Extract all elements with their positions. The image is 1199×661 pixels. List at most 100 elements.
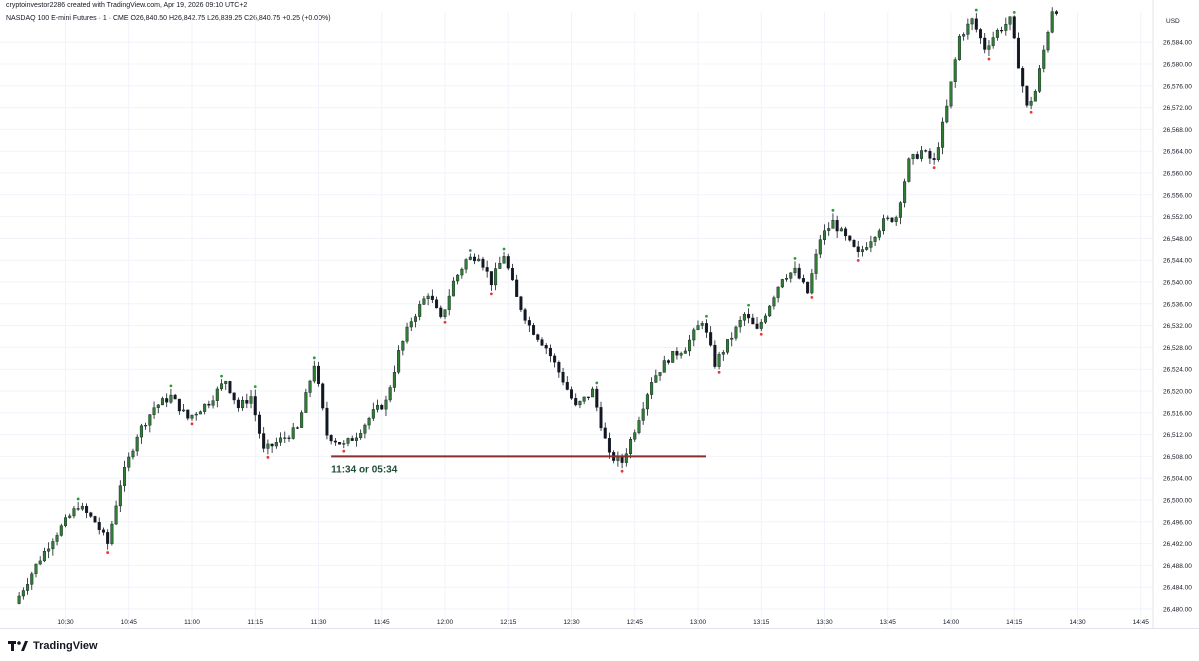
candle bbox=[856, 240, 860, 258]
candle-body bbox=[257, 414, 261, 434]
pivot-high-marker bbox=[595, 381, 599, 385]
candle bbox=[123, 460, 127, 492]
candle-body bbox=[772, 297, 776, 307]
candle bbox=[835, 215, 839, 238]
candle-body bbox=[156, 404, 160, 408]
candle bbox=[257, 411, 261, 439]
candle bbox=[679, 351, 683, 359]
candle bbox=[89, 511, 93, 518]
candle-body bbox=[473, 256, 477, 262]
candle-body bbox=[502, 256, 506, 264]
candle-body bbox=[123, 467, 127, 486]
candle-body bbox=[1029, 101, 1033, 106]
candle bbox=[797, 263, 801, 280]
candle-body bbox=[810, 273, 814, 294]
candle-body bbox=[169, 394, 173, 403]
candle-body bbox=[354, 437, 358, 441]
candle-body bbox=[700, 323, 704, 326]
candle-body bbox=[692, 329, 696, 341]
candle-body bbox=[413, 316, 417, 322]
candle-body bbox=[422, 298, 426, 305]
candle bbox=[418, 300, 422, 321]
candle-body bbox=[979, 29, 983, 39]
candle-body bbox=[688, 339, 692, 352]
candle bbox=[1050, 7, 1054, 34]
candle bbox=[435, 296, 439, 309]
candle-body bbox=[536, 334, 540, 340]
candle bbox=[607, 432, 611, 459]
candle-body bbox=[42, 551, 46, 562]
candle-body bbox=[903, 181, 907, 203]
x-tick-label: 12:45 bbox=[627, 619, 644, 626]
x-tick-label: 13:15 bbox=[753, 619, 770, 626]
candle bbox=[110, 520, 114, 546]
candle-body bbox=[494, 268, 498, 286]
candle-body bbox=[34, 563, 38, 575]
candle bbox=[80, 502, 84, 511]
candle bbox=[574, 393, 578, 407]
candle-body bbox=[991, 37, 995, 46]
candle-body bbox=[768, 305, 772, 317]
tradingview-logo[interactable]: TradingView bbox=[8, 640, 98, 652]
candle-body bbox=[228, 381, 232, 394]
candle-body bbox=[519, 296, 523, 310]
candle-body bbox=[312, 365, 316, 382]
y-tick-label: 26,536.00 bbox=[1163, 301, 1192, 308]
candle-body bbox=[287, 437, 291, 439]
pivot-low-marker bbox=[266, 455, 270, 459]
candle bbox=[72, 506, 76, 519]
candle bbox=[118, 480, 122, 513]
candle bbox=[144, 422, 148, 430]
candle-body bbox=[363, 424, 367, 434]
candle-body bbox=[607, 438, 611, 453]
candle-body bbox=[262, 433, 266, 449]
candle-body bbox=[464, 259, 468, 270]
y-tick-label: 26,496.00 bbox=[1163, 519, 1192, 526]
candle-body bbox=[856, 246, 860, 252]
candle-body bbox=[346, 438, 350, 444]
candle-body bbox=[776, 286, 780, 298]
x-tick-label: 14:00 bbox=[943, 619, 960, 626]
candle bbox=[266, 439, 270, 455]
candle-body bbox=[553, 355, 557, 363]
candle-body bbox=[51, 541, 55, 550]
candle bbox=[675, 347, 679, 360]
y-tick-label: 26,524.00 bbox=[1163, 367, 1192, 374]
pivot-high-marker bbox=[705, 314, 708, 318]
tradingview-logo-text: TradingView bbox=[33, 640, 98, 652]
y-tick-label: 26,504.00 bbox=[1163, 476, 1192, 483]
candle bbox=[911, 153, 915, 165]
candle bbox=[494, 262, 498, 291]
candle bbox=[924, 149, 928, 153]
candle bbox=[325, 401, 329, 440]
candle-body bbox=[928, 150, 932, 159]
candle bbox=[776, 286, 780, 303]
candle-body bbox=[371, 409, 375, 419]
candle bbox=[291, 422, 295, 440]
candle-body bbox=[367, 418, 371, 426]
candle bbox=[321, 382, 325, 411]
candle-body bbox=[350, 438, 354, 441]
pivot-high-marker bbox=[1012, 10, 1016, 14]
pivot-high-marker bbox=[312, 356, 316, 360]
candle bbox=[460, 267, 464, 279]
y-tick-label: 26,576.00 bbox=[1163, 83, 1192, 90]
candle-body bbox=[447, 295, 451, 310]
candle-body bbox=[198, 411, 202, 415]
candle bbox=[544, 343, 548, 354]
candle-body bbox=[780, 279, 784, 288]
x-tick-label: 12:30 bbox=[563, 619, 580, 626]
candle-body bbox=[941, 121, 945, 148]
candle-body bbox=[919, 150, 923, 159]
candle-body bbox=[207, 403, 211, 406]
candle bbox=[844, 226, 848, 241]
y-tick-label: 26,488.00 bbox=[1163, 563, 1192, 570]
candle bbox=[304, 388, 308, 413]
candle-body bbox=[721, 352, 725, 355]
candle-body bbox=[620, 456, 624, 463]
candle bbox=[616, 451, 620, 467]
candle bbox=[983, 32, 987, 54]
candle bbox=[312, 360, 316, 384]
